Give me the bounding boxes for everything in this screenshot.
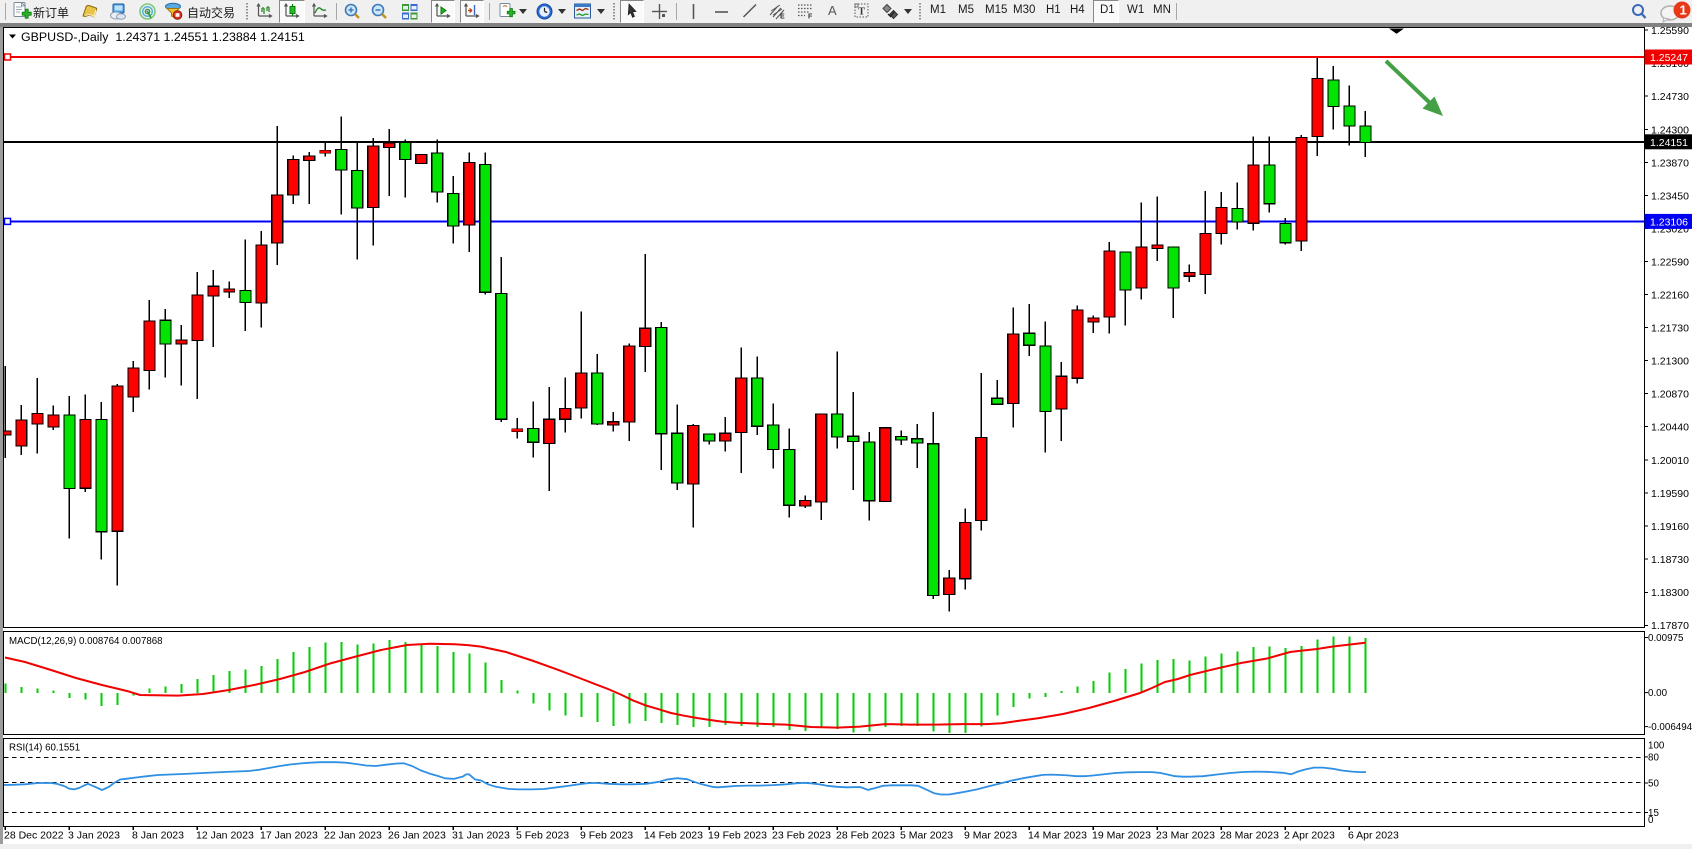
svg-text:0.00: 0.00: [1648, 688, 1668, 699]
svg-text:100: 100: [1648, 741, 1665, 752]
svg-text:12 Jan 2023: 12 Jan 2023: [196, 830, 254, 842]
svg-text:GBPUSD-,Daily 1.24371 1.24551: GBPUSD-,Daily 1.24371 1.24551 1.23884 1.…: [21, 30, 305, 44]
svg-text:1.23870: 1.23870: [1651, 157, 1689, 169]
svg-text:1.20870: 1.20870: [1651, 389, 1689, 401]
svg-text:26 Jan 2023: 26 Jan 2023: [388, 830, 446, 842]
svg-text:1.21730: 1.21730: [1651, 323, 1689, 335]
svg-text:5 Feb 2023: 5 Feb 2023: [516, 830, 569, 842]
svg-text:RSI(14) 60.1551: RSI(14) 60.1551: [9, 743, 80, 754]
svg-text:19 Mar 2023: 19 Mar 2023: [1092, 830, 1151, 842]
svg-text:9 Feb 2023: 9 Feb 2023: [580, 830, 633, 842]
svg-text:14 Feb 2023: 14 Feb 2023: [644, 830, 703, 842]
svg-text:19 Feb 2023: 19 Feb 2023: [708, 830, 767, 842]
svg-text:1.25590: 1.25590: [1651, 25, 1689, 37]
svg-text:1.22160: 1.22160: [1651, 290, 1689, 302]
svg-text:0: 0: [1648, 815, 1654, 826]
svg-text:1.20010: 1.20010: [1651, 455, 1689, 467]
svg-text:F: F: [808, 14, 813, 21]
svg-text:1.22590: 1.22590: [1651, 257, 1689, 269]
svg-text:-0.006494: -0.006494: [1648, 722, 1692, 733]
svg-text:80: 80: [1648, 752, 1659, 763]
svg-text:17 Jan 2023: 17 Jan 2023: [260, 830, 318, 842]
svg-text:1.21300: 1.21300: [1651, 356, 1689, 368]
svg-text:0.00975: 0.00975: [1648, 633, 1684, 644]
svg-text:1.18300: 1.18300: [1651, 587, 1689, 599]
svg-text:3 Jan 2023: 3 Jan 2023: [68, 830, 120, 842]
svg-text:23 Feb 2023: 23 Feb 2023: [772, 830, 831, 842]
svg-text:1.17870: 1.17870: [1651, 620, 1689, 632]
svg-text:22 Jan 2023: 22 Jan 2023: [324, 830, 382, 842]
svg-text:1.24730: 1.24730: [1651, 91, 1689, 103]
svg-text:28 Mar 2023: 28 Mar 2023: [1220, 830, 1279, 842]
svg-text:1: 1: [1680, 3, 1687, 18]
svg-text:28 Dec 2022: 28 Dec 2022: [4, 830, 64, 842]
svg-text:14 Mar 2023: 14 Mar 2023: [1028, 830, 1087, 842]
svg-text:T: T: [858, 7, 865, 18]
svg-text:2 Apr 2023: 2 Apr 2023: [1284, 830, 1335, 842]
svg-text:1.24151: 1.24151: [1650, 137, 1688, 149]
svg-text:1.24300: 1.24300: [1651, 124, 1689, 136]
svg-text:1.19160: 1.19160: [1651, 521, 1689, 533]
svg-text:1.25247: 1.25247: [1650, 52, 1688, 64]
svg-text:31 Jan 2023: 31 Jan 2023: [452, 830, 510, 842]
svg-text:1.23450: 1.23450: [1651, 190, 1689, 202]
svg-text:1.20440: 1.20440: [1651, 422, 1689, 434]
svg-text:15: 15: [1648, 808, 1659, 819]
svg-text:8 Jan 2023: 8 Jan 2023: [132, 830, 184, 842]
svg-text:E: E: [780, 14, 785, 21]
svg-text:5 Mar 2023: 5 Mar 2023: [900, 830, 953, 842]
svg-text:1.19590: 1.19590: [1651, 488, 1689, 500]
svg-text:23 Mar 2023: 23 Mar 2023: [1156, 830, 1215, 842]
svg-text:9 Mar 2023: 9 Mar 2023: [964, 830, 1017, 842]
svg-text:50: 50: [1648, 779, 1659, 790]
svg-text:6 Apr 2023: 6 Apr 2023: [1348, 830, 1399, 842]
svg-text:MACD(12,26,9) 0.008764 0.00786: MACD(12,26,9) 0.008764 0.007868: [9, 636, 163, 647]
svg-text:1.18730: 1.18730: [1651, 554, 1689, 566]
svg-text:1.23106: 1.23106: [1650, 216, 1688, 228]
svg-text:28 Feb 2023: 28 Feb 2023: [836, 830, 895, 842]
